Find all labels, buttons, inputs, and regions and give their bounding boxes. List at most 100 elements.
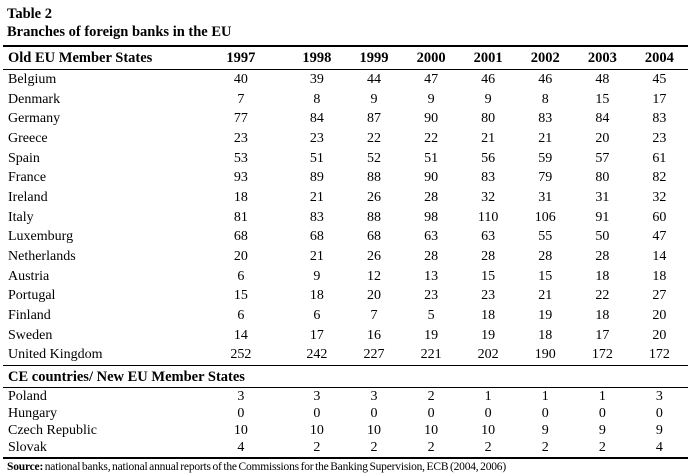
- value-cell: 51: [309, 150, 324, 166]
- country-cell: Belgium: [8, 71, 57, 87]
- value-cell: 4: [655, 440, 663, 456]
- year-column-header: 1997: [193, 46, 289, 70]
- value-cell: 80: [481, 111, 496, 127]
- country-cell: Italy: [8, 209, 34, 225]
- value-cell: 17: [595, 327, 610, 343]
- source-note: Source: national banks, national annual …: [7, 461, 688, 473]
- column-header-old-eu: Old EU Member States: [3, 46, 194, 70]
- table-row: Italy 81 83 88 98 110 106 91 60: [3, 208, 688, 228]
- value-cell: 21: [538, 130, 553, 146]
- value-cell: 9: [655, 423, 663, 439]
- country-cell: Finland: [8, 308, 51, 324]
- value-cell: 3: [237, 388, 245, 404]
- value-cell: 2: [313, 440, 321, 456]
- value-cell: 47: [652, 229, 667, 245]
- value-cell: 2: [598, 440, 606, 456]
- value-cell: 3: [655, 388, 663, 404]
- value-cell: 21: [309, 189, 324, 205]
- value-cell: 27: [652, 288, 667, 304]
- value-cell: 10: [424, 423, 439, 439]
- new-eu-section: Poland 3 3 3 2 1 1 1 3 Hungary 0 0 0 0 0 0 0 0 Czech Repub…: [3, 388, 688, 458]
- value-cell: 51: [424, 150, 439, 166]
- value-cell: 20: [652, 327, 667, 343]
- value-cell: 14: [233, 327, 248, 343]
- country-cell: Germany: [8, 111, 61, 127]
- value-cell: 9: [313, 268, 321, 284]
- value-cell: 59: [538, 150, 553, 166]
- value-cell: 9: [598, 423, 606, 439]
- value-cell: 46: [481, 71, 496, 87]
- table-row: Spain 53 51 52 51 56 59 57 61: [3, 149, 688, 169]
- value-cell: 17: [309, 327, 324, 343]
- table-row: Denmark 7 8 9 9 9 8 15 17: [3, 90, 688, 110]
- value-cell: 15: [538, 268, 553, 284]
- value-cell: 68: [233, 229, 248, 245]
- value-cell: 88: [367, 170, 381, 186]
- value-cell: 28: [538, 249, 553, 265]
- value-cell: 20: [233, 249, 248, 265]
- source-text: national banks, national annual reports …: [43, 461, 506, 474]
- value-cell: 84: [595, 111, 610, 127]
- table-row: Slovak 4 2 2 2 2 2 2 4: [3, 440, 688, 458]
- value-cell: 82: [652, 170, 667, 186]
- value-cell: 0: [313, 406, 321, 422]
- value-cell: 172: [591, 347, 613, 363]
- country-cell: Denmark: [8, 91, 61, 107]
- value-cell: 9: [427, 91, 435, 107]
- value-cell: 55: [538, 229, 553, 245]
- value-cell: 32: [481, 189, 496, 205]
- title-block: Table 2 Branches of foreign banks in the…: [7, 6, 688, 41]
- value-cell: 2: [427, 388, 435, 404]
- value-cell: 47: [424, 71, 439, 87]
- value-cell: 19: [481, 327, 496, 343]
- value-cell: 53: [233, 150, 248, 166]
- value-cell: 60: [652, 209, 667, 225]
- country-cell: Luxemburg: [8, 229, 74, 245]
- value-cell: 28: [595, 249, 610, 265]
- country-cell: Sweden: [8, 327, 53, 343]
- value-cell: 10: [367, 423, 381, 439]
- table-row: Ireland 18 21 26 28 32 31 31 32: [3, 188, 688, 208]
- table-row: Austria 6 9 12 13 15 15 18 18: [3, 267, 688, 287]
- value-cell: 23: [309, 130, 324, 146]
- value-cell: 83: [309, 209, 324, 225]
- value-cell: 2: [370, 440, 378, 456]
- value-cell: 110: [477, 209, 499, 225]
- country-cell: Poland: [8, 388, 47, 404]
- value-cell: 52: [367, 150, 381, 166]
- value-cell: 7: [237, 91, 245, 107]
- value-cell: 23: [652, 130, 667, 146]
- country-cell: Netherlands: [8, 249, 76, 265]
- value-cell: 4: [237, 440, 245, 456]
- value-cell: 21: [481, 130, 496, 146]
- foreign-banks-table: Old EU Member States 1997 1998 1999 2000 200…: [3, 45, 688, 460]
- value-cell: 3: [313, 388, 321, 404]
- value-cell: 6: [237, 308, 245, 324]
- value-cell: 6: [313, 308, 321, 324]
- value-cell: 1: [484, 388, 492, 404]
- country-cell: Austria: [8, 268, 50, 284]
- value-cell: 0: [237, 406, 245, 422]
- value-cell: 50: [595, 229, 610, 245]
- value-cell: 23: [424, 288, 439, 304]
- value-cell: 18: [595, 308, 610, 324]
- value-cell: 13: [424, 268, 439, 284]
- value-cell: 9: [541, 423, 549, 439]
- value-cell: 7: [370, 308, 378, 324]
- value-cell: 15: [595, 91, 610, 107]
- section-header-row: CE countries/ New EU Member States: [3, 365, 688, 389]
- value-cell: 1: [598, 388, 606, 404]
- value-cell: 23: [481, 288, 496, 304]
- value-cell: 83: [538, 111, 553, 127]
- table-row: Belgium 40 39 44 47 46 46 48 45: [3, 70, 688, 90]
- value-cell: 31: [595, 189, 610, 205]
- value-cell: 5: [427, 308, 435, 324]
- country-cell: Hungary: [8, 406, 57, 422]
- table-row: Finland 6 6 7 5 18 19 18 20: [3, 306, 688, 326]
- value-cell: 18: [652, 268, 667, 284]
- table-row: Netherlands 20 21 26 28 28 28 28 14: [3, 247, 688, 267]
- value-cell: 10: [233, 423, 248, 439]
- value-cell: 39: [309, 71, 324, 87]
- value-cell: 10: [309, 423, 324, 439]
